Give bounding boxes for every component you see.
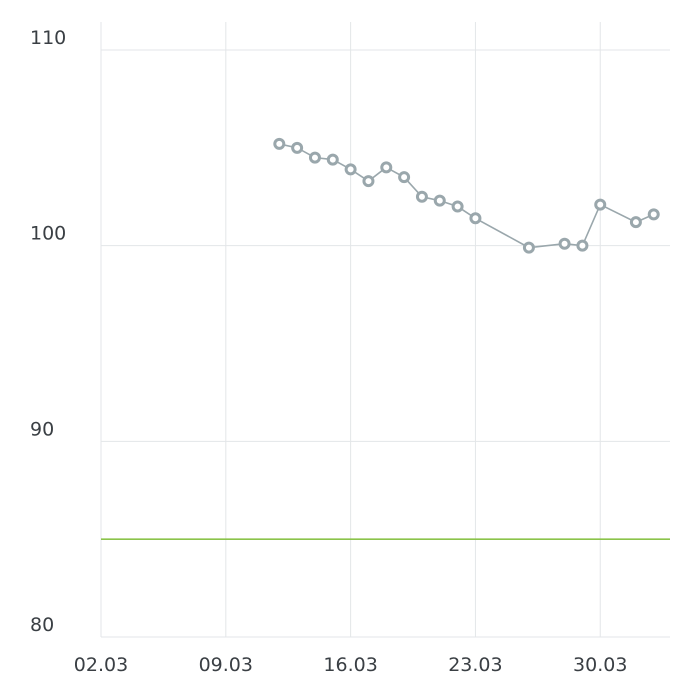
- data-point: [647, 208, 660, 221]
- data-point: [469, 212, 482, 225]
- data-point: [629, 216, 642, 229]
- data-point: [398, 171, 411, 184]
- data-point: [362, 175, 375, 188]
- data-point: [522, 241, 535, 254]
- y-axis-labels: 110 100 90 80: [30, 27, 66, 636]
- data-point: [291, 141, 304, 154]
- data-point: [380, 161, 393, 174]
- data-point: [558, 237, 571, 250]
- data-point: [326, 153, 339, 166]
- data-point: [576, 239, 589, 252]
- y-tick-label: 90: [30, 418, 54, 440]
- data-point: [594, 198, 607, 211]
- data-point: [415, 190, 428, 203]
- y-tick-label: 80: [30, 614, 54, 636]
- x-tick-label: 16.03: [323, 654, 377, 676]
- data-point: [433, 194, 446, 207]
- y-tick-label: 100: [30, 223, 66, 245]
- data-point: [451, 200, 464, 213]
- data-point: [273, 137, 286, 150]
- x-axis-labels: 02.03 09.03 16.03 23.03 30.03: [74, 654, 628, 676]
- y-tick-label: 110: [30, 27, 66, 49]
- series-group: [273, 137, 660, 254]
- x-tick-label: 02.03: [74, 654, 128, 676]
- x-tick-label: 30.03: [573, 654, 627, 676]
- data-point: [344, 163, 357, 176]
- x-tick-label: 09.03: [199, 654, 253, 676]
- x-tick-label: 23.03: [448, 654, 502, 676]
- grid: [100, 22, 670, 638]
- data-point: [308, 151, 321, 164]
